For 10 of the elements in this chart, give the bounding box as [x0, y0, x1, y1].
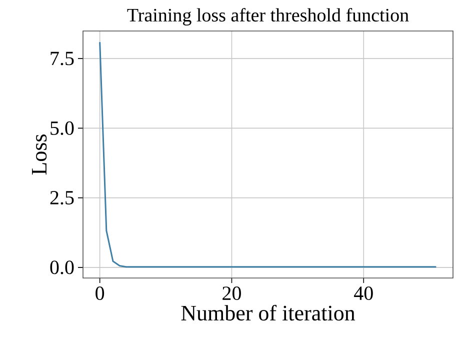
y-tick-label: 5.0: [50, 121, 74, 135]
chart-title: Training loss after threshold function: [127, 8, 409, 26]
x-tick-label: 20: [222, 286, 241, 300]
x-tick-label: 40: [354, 286, 373, 300]
y-tick-label: 0.0: [50, 260, 74, 274]
y-tick-label: 2.5: [50, 191, 74, 205]
x-tick-label: 0: [96, 286, 104, 300]
x-axis-title: Number of iteration: [181, 304, 356, 321]
y-tick-label: 7.5: [50, 52, 74, 66]
y-axis-title: Loss: [32, 134, 47, 175]
